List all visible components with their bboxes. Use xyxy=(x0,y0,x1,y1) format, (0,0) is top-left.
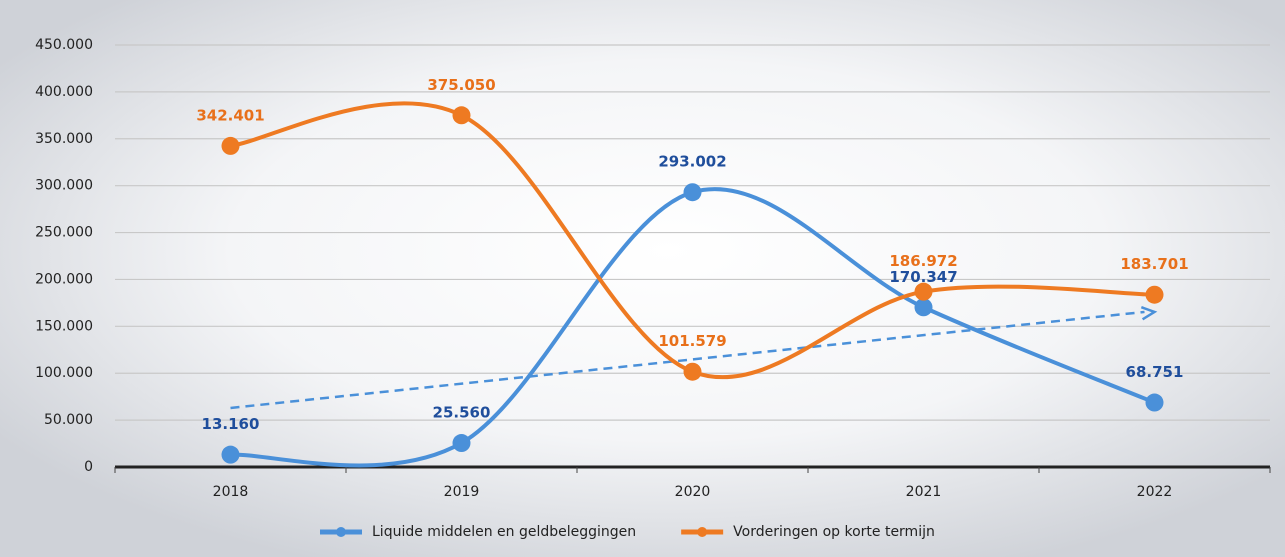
y-tick-label: 0 xyxy=(84,459,93,475)
data-label: 101.579 xyxy=(658,332,726,350)
data-label: 68.751 xyxy=(1126,363,1184,381)
data-label: 186.972 xyxy=(889,252,957,270)
marker xyxy=(914,282,933,301)
data-label: 25.560 xyxy=(433,404,491,422)
y-tick-label: 200.000 xyxy=(35,271,93,287)
legend-marker xyxy=(336,527,346,537)
marker xyxy=(452,434,471,453)
x-tick-label: 2022 xyxy=(1137,484,1173,500)
y-tick-label: 300.000 xyxy=(35,178,93,194)
legend-label: Liquide middelen en geldbeleggingen xyxy=(372,524,636,540)
trend-arrow xyxy=(1140,306,1158,321)
x-tick-label: 2021 xyxy=(906,484,942,500)
data-label: 375.050 xyxy=(427,76,495,94)
data-label: 183.701 xyxy=(1120,255,1188,273)
marker xyxy=(221,445,240,464)
data-label: 170.347 xyxy=(889,268,957,286)
series-line xyxy=(230,101,1155,380)
data-label: 293.002 xyxy=(658,153,726,171)
legend: Liquide middelen en geldbeleggingen Vorde… xyxy=(320,524,935,540)
y-tick-label: 450.000 xyxy=(35,37,93,53)
legend-label: Vorderingen op korte termijn xyxy=(733,524,935,540)
y-tick-label: 350.000 xyxy=(35,131,93,147)
y-tick-label: 400.000 xyxy=(35,84,93,100)
y-tick-label: 100.000 xyxy=(35,365,93,381)
data-label: 13.160 xyxy=(202,415,260,433)
marker xyxy=(683,183,702,202)
marker xyxy=(914,298,933,317)
x-tick-label: 2020 xyxy=(675,484,711,500)
x-tick-label: 2018 xyxy=(213,484,249,500)
marker xyxy=(452,106,471,125)
y-tick-label: 150.000 xyxy=(35,318,93,334)
data-label: 342.401 xyxy=(196,106,264,124)
y-tick-label: 50.000 xyxy=(44,412,93,428)
marker xyxy=(683,362,702,381)
y-tick-label: 250.000 xyxy=(35,225,93,241)
x-tick-label: 2019 xyxy=(444,484,480,500)
trend-line xyxy=(230,310,1145,410)
marker xyxy=(1145,393,1164,412)
marker xyxy=(221,136,240,155)
marker xyxy=(1145,285,1164,304)
legend-marker xyxy=(697,527,708,537)
